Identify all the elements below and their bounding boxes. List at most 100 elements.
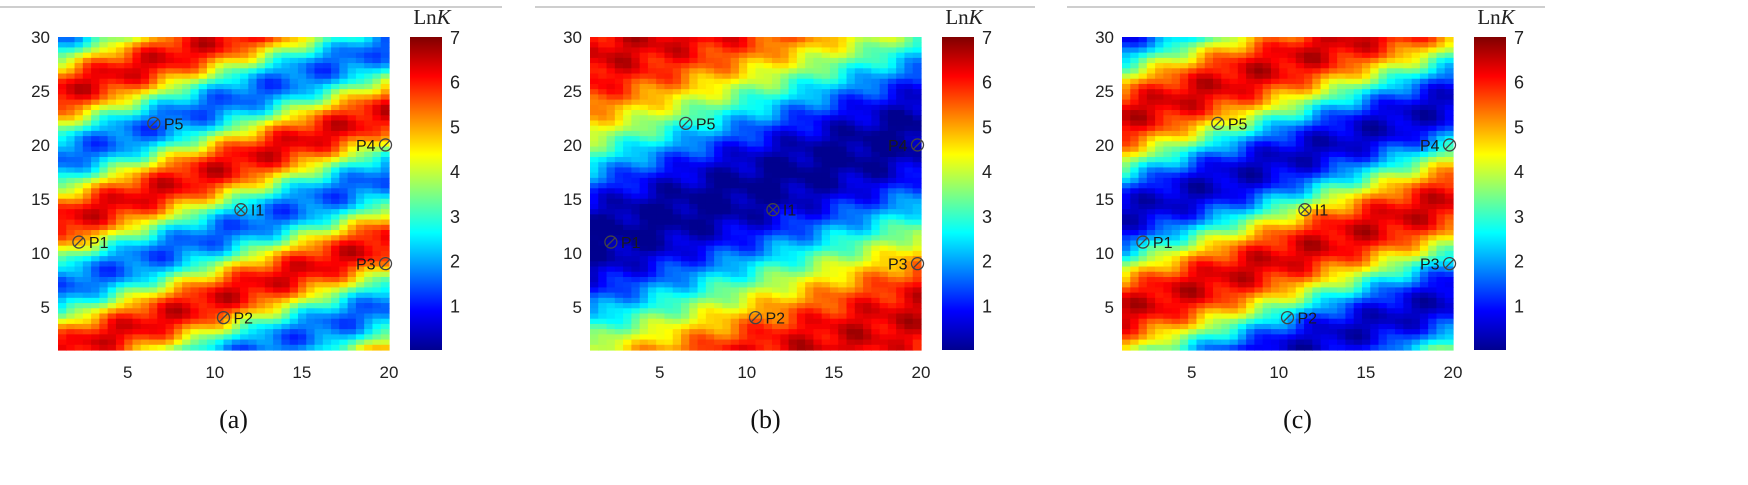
field-cell: [697, 292, 707, 299]
field-cell: [763, 104, 773, 111]
field-cell: [854, 42, 864, 49]
field-cell: [854, 151, 864, 158]
field-cell: [887, 89, 897, 95]
field-cell: [182, 37, 192, 43]
field-cell: [590, 224, 599, 231]
field-cell: [173, 303, 183, 309]
field-cell: [681, 219, 690, 226]
field-cell: [314, 214, 324, 221]
well-label: P2: [766, 311, 786, 328]
field-cell: [838, 266, 848, 273]
field-cell: [846, 42, 856, 49]
field-cell: [821, 89, 831, 95]
field-cell: [863, 57, 872, 64]
field-cell: [813, 188, 823, 195]
field-cell: [647, 344, 657, 351]
field-cell: [281, 57, 291, 64]
field-cell: [656, 99, 666, 106]
field-cell: [107, 313, 117, 320]
field-cell: [339, 68, 349, 75]
field-cell: [697, 110, 707, 116]
field-cell: [647, 245, 657, 252]
x-tick-label: 5: [123, 363, 132, 382]
field-cell: [306, 193, 316, 200]
field-cell: [863, 344, 872, 351]
field-cell: [132, 344, 142, 351]
field-cell: [887, 183, 897, 189]
field-cell: [805, 203, 815, 210]
field-cell: [821, 115, 831, 122]
field-cell: [714, 37, 724, 43]
field-cell: [297, 83, 307, 90]
field-cell: [854, 287, 864, 294]
field-cell: [115, 250, 125, 257]
field-cell: [132, 73, 142, 80]
field-cell: [780, 136, 790, 142]
field-cell: [124, 47, 134, 54]
field-cell: [689, 89, 699, 95]
field-cell: [598, 146, 608, 153]
field-cell: [273, 214, 283, 221]
field-cell: [912, 209, 922, 215]
field-cell: [614, 83, 624, 90]
field-cell: [264, 141, 274, 148]
field-cell: [846, 47, 856, 54]
field-cell: [372, 282, 382, 288]
field-cell: [149, 63, 158, 69]
field-cell: [896, 287, 906, 294]
field-cell: [140, 240, 150, 247]
field-cell: [1122, 209, 1131, 215]
field-cell: [140, 183, 150, 189]
field-cell: [863, 104, 872, 111]
field-cell: [240, 120, 249, 127]
field-cell: [74, 52, 84, 59]
field-cell: [124, 266, 134, 273]
field-cell: [66, 287, 76, 294]
field-cell: [339, 94, 349, 101]
field-cell: [140, 172, 150, 179]
field-cell: [322, 266, 332, 273]
field-cell: [738, 334, 748, 341]
field-cell: [380, 68, 390, 75]
field-cell: [149, 83, 158, 90]
field-cell: [289, 308, 299, 315]
field-cell: [896, 42, 906, 49]
field-cell: [364, 266, 374, 273]
field-cell: [91, 344, 100, 351]
field-cell: [647, 63, 657, 69]
field-cell: [231, 318, 241, 325]
field-cell: [124, 292, 134, 299]
field-cell: [248, 73, 258, 80]
field-cell: [297, 224, 307, 231]
field-cell: [846, 318, 856, 325]
colorbar-title-main: Ln: [413, 5, 437, 29]
field-cell: [140, 63, 150, 69]
field-cell: [714, 318, 724, 325]
field-cell: [606, 323, 616, 330]
field-cell: [281, 47, 291, 54]
field-cell: [1130, 130, 1140, 137]
field-cell: [66, 120, 76, 127]
field-cell: [623, 130, 632, 137]
field-cell: [190, 344, 200, 351]
field-cell: [107, 329, 117, 335]
field-cell: [788, 318, 798, 325]
field-cell: [863, 224, 872, 231]
field-cell: [639, 198, 649, 205]
field-cell: [264, 73, 274, 80]
field-cell: [231, 83, 241, 90]
field-cell: [215, 250, 225, 257]
field-cell: [590, 219, 599, 226]
field-cell: [689, 99, 699, 106]
field-cell: [99, 57, 109, 64]
field-cell: [198, 303, 208, 309]
field-cell: [747, 136, 757, 142]
field-cell: [124, 276, 134, 283]
field-cell: [697, 183, 707, 189]
field-cell: [788, 47, 798, 54]
field-cell: [231, 323, 241, 330]
field-cell: [256, 99, 266, 106]
field-cell: [606, 156, 616, 163]
field-cell: [664, 313, 674, 320]
panel-caption: (b): [750, 405, 780, 434]
